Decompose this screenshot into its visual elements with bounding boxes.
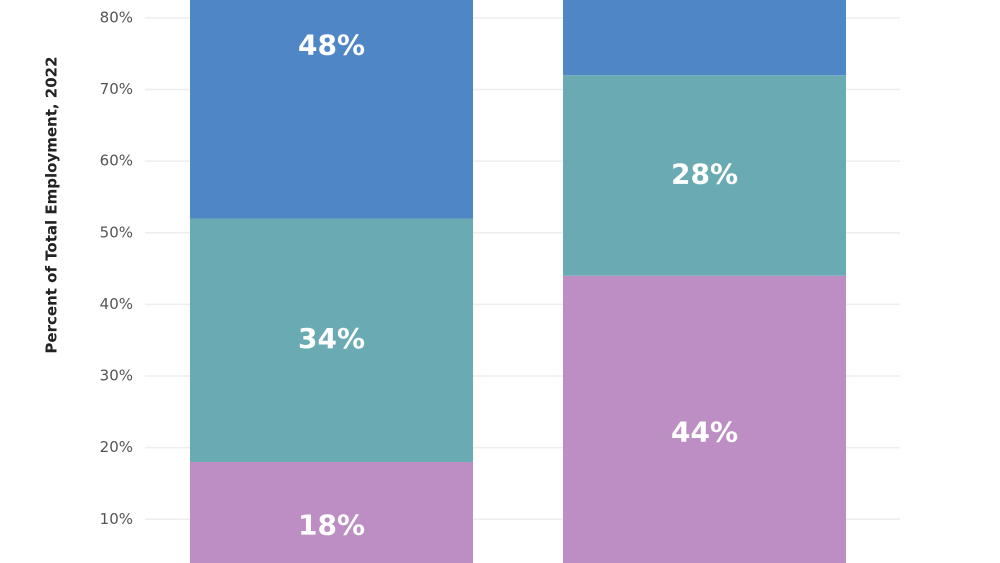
bar-segment bbox=[190, 462, 473, 563]
y-tick-label: 80% bbox=[100, 8, 133, 26]
bars: 18% 34% 48% 44% 28% bbox=[190, 0, 846, 563]
y-tick-label: 30% bbox=[100, 367, 133, 385]
data-label: 28% bbox=[671, 157, 738, 190]
bar-segment bbox=[563, 275, 846, 563]
data-label: 44% bbox=[671, 415, 738, 448]
bar-segment bbox=[190, 0, 473, 219]
bar-segment bbox=[190, 218, 473, 463]
data-label: 34% bbox=[298, 322, 365, 355]
data-label: 48% bbox=[298, 29, 365, 62]
y-tick-label: 50% bbox=[100, 223, 133, 241]
data-label: 18% bbox=[298, 508, 365, 541]
y-axis-label: Percent of Total Employment, 2022 bbox=[43, 56, 61, 353]
y-tick-label: 40% bbox=[100, 295, 133, 313]
y-tick-label: 10% bbox=[100, 510, 133, 528]
bar-segment bbox=[563, 75, 846, 276]
bar-segment bbox=[563, 0, 846, 76]
y-tick-label: 20% bbox=[100, 438, 133, 456]
y-tick-label: 60% bbox=[100, 152, 133, 170]
y-tick-label: 70% bbox=[100, 80, 133, 98]
